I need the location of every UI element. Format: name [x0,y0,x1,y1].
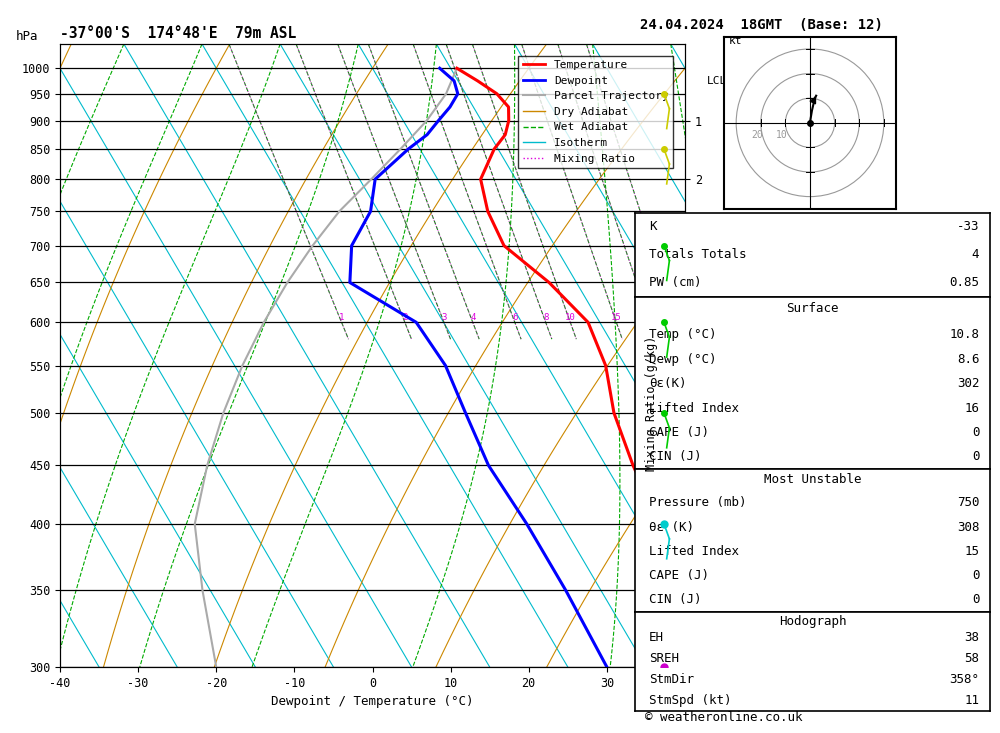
Text: 750: 750 [957,496,979,509]
Text: LCL: LCL [707,75,727,86]
Text: 302: 302 [957,377,979,390]
Text: 20: 20 [645,313,656,323]
Text: 4: 4 [470,313,475,323]
Text: 8: 8 [543,313,548,323]
Text: CIN (J): CIN (J) [649,594,702,606]
Text: 0: 0 [972,426,979,439]
Text: © weatheronline.co.uk: © weatheronline.co.uk [645,711,802,724]
Text: StmDir: StmDir [649,673,694,686]
Text: 15: 15 [964,545,979,558]
Text: Totals Totals: Totals Totals [649,248,747,261]
Text: 0: 0 [972,569,979,582]
Text: Lifted Index: Lifted Index [649,402,739,415]
Text: 10: 10 [776,130,787,139]
Text: 0: 0 [972,594,979,606]
Text: 10.8: 10.8 [949,328,979,342]
Text: 4: 4 [972,248,979,261]
Text: 8.6: 8.6 [957,353,979,366]
Text: θε(K): θε(K) [649,377,687,390]
Text: Most Unstable: Most Unstable [764,474,861,487]
X-axis label: Dewpoint / Temperature (°C): Dewpoint / Temperature (°C) [271,696,474,708]
Text: 308: 308 [957,520,979,534]
Text: 11: 11 [964,694,979,707]
Text: Dewp (°C): Dewp (°C) [649,353,717,366]
Text: 0.85: 0.85 [949,276,979,290]
Text: Lifted Index: Lifted Index [649,545,739,558]
Text: -37°00'S  174°48'E  79m ASL: -37°00'S 174°48'E 79m ASL [60,26,296,42]
Text: θε (K): θε (K) [649,520,694,534]
Text: EH: EH [649,631,664,644]
Text: Mixing Ratio (g/kg): Mixing Ratio (g/kg) [645,336,658,471]
Text: 16: 16 [964,402,979,415]
Text: 25: 25 [672,313,682,323]
Text: hPa: hPa [16,30,39,43]
Text: CAPE (J): CAPE (J) [649,569,709,582]
Text: PW (cm): PW (cm) [649,276,702,290]
Text: 2: 2 [402,313,408,323]
Text: K: K [649,220,657,233]
Y-axis label: km
ASL: km ASL [718,356,741,383]
Text: 38: 38 [964,631,979,644]
Text: CIN (J): CIN (J) [649,450,702,463]
Text: 10: 10 [565,313,576,323]
Text: Surface: Surface [786,302,839,315]
Text: Temp (°C): Temp (°C) [649,328,717,342]
Text: 15: 15 [611,313,622,323]
Text: 6: 6 [512,313,517,323]
Text: 358°: 358° [949,673,979,686]
Text: 1: 1 [339,313,344,323]
Text: 58: 58 [964,652,979,665]
Text: 0: 0 [972,450,979,463]
Text: 3: 3 [441,313,447,323]
Text: Pressure (mb): Pressure (mb) [649,496,747,509]
Text: -33: -33 [957,220,979,233]
Text: 20: 20 [751,130,763,139]
Text: Hodograph: Hodograph [779,615,846,628]
Text: kt: kt [729,36,742,46]
Text: 24.04.2024  18GMT  (Base: 12): 24.04.2024 18GMT (Base: 12) [640,18,883,32]
Text: StmSpd (kt): StmSpd (kt) [649,694,732,707]
Text: SREH: SREH [649,652,679,665]
Text: CAPE (J): CAPE (J) [649,426,709,439]
Legend: Temperature, Dewpoint, Parcel Trajectory, Dry Adiabat, Wet Adiabat, Isotherm, Mi: Temperature, Dewpoint, Parcel Trajectory… [518,56,673,168]
